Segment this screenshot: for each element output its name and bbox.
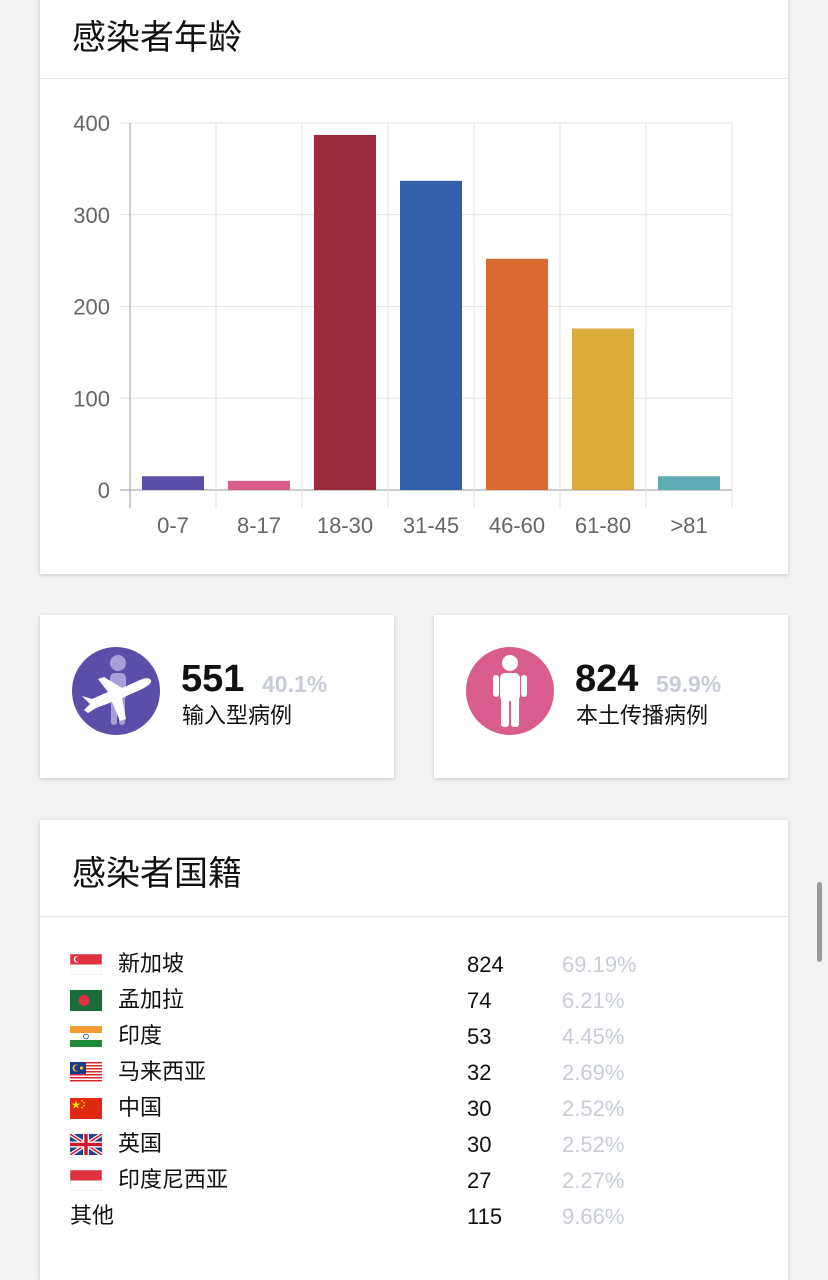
bar->81 — [658, 476, 720, 490]
airplane-traveler-icon — [72, 647, 160, 735]
local-count: 824 — [575, 658, 639, 700]
age-chart-card: 感染者年龄 0 100 200 300 400 0-7 8-17 18-30 31-45 46-6… — [40, 0, 788, 574]
nationality-row: 其他 115 9.66% — [40, 1200, 788, 1236]
country-name: 印度尼西亚 — [118, 1168, 229, 1193]
nationality-row: 中国 30 2.52% — [40, 1092, 788, 1128]
x-tick-label: 61-80 — [575, 513, 631, 538]
country-name: 印度 — [118, 1024, 163, 1049]
india-flag-icon — [70, 1026, 102, 1047]
y-tick-label: 200 — [73, 295, 110, 320]
country-percent: 4.45% — [562, 1024, 625, 1049]
x-tick-label: 8-17 — [237, 513, 281, 538]
country-name: 英国 — [118, 1132, 163, 1157]
bar-46-60 — [486, 258, 548, 490]
country-count: 30 — [467, 1096, 492, 1121]
bar-0-7 — [142, 476, 204, 490]
malaysia-flag-icon — [70, 1062, 102, 1083]
singapore-flag-icon — [70, 954, 102, 975]
uk-flag-icon — [70, 1134, 102, 1155]
y-tick-label: 0 — [98, 478, 110, 503]
local-label: 本土传播病例 — [576, 704, 709, 729]
x-tick-label: >81 — [670, 513, 707, 538]
y-tick-label: 100 — [73, 386, 110, 411]
country-count: 115 — [467, 1204, 503, 1229]
country-percent: 69.19% — [562, 952, 637, 977]
x-tick-label: 46-60 — [489, 513, 545, 538]
nationality-row: 孟加拉 74 6.21% — [40, 984, 788, 1020]
nationality-section-title: 感染者国籍 — [72, 854, 242, 894]
country-percent: 2.69% — [562, 1060, 625, 1085]
country-count: 27 — [467, 1168, 492, 1193]
bar-18-30 — [314, 134, 376, 491]
country-count: 53 — [467, 1024, 492, 1049]
bar-8-17 — [228, 480, 290, 490]
scrollbar[interactable] — [817, 882, 822, 962]
country-count: 30 — [467, 1132, 492, 1157]
country-name: 新加坡 — [118, 952, 185, 977]
local-cases-card: 824 59.9% 本土传播病例 — [434, 615, 788, 778]
country-name: 中国 — [118, 1096, 163, 1121]
card-divider — [40, 78, 788, 79]
x-tick-label: 18-30 — [317, 513, 373, 538]
age-bar-chart: 0 100 200 300 400 0-7 8-17 18-30 31-45 46-60 61-80… — [73, 111, 733, 538]
imported-count: 551 — [181, 658, 245, 700]
person-icon — [466, 647, 554, 735]
country-name: 其他 — [70, 1204, 115, 1229]
nationality-card: 感染者国籍 新加坡 824 69.19% 孟加拉 74 6.21% 印度 53 … — [40, 820, 788, 1280]
country-count: 32 — [467, 1060, 492, 1085]
local-percent: 59.9% — [656, 671, 722, 697]
imported-percent: 40.1% — [262, 671, 328, 697]
imported-cases-card: 551 40.1% 输入型病例 — [40, 615, 394, 778]
bar-61-80 — [572, 328, 634, 490]
country-name: 孟加拉 — [118, 988, 185, 1013]
card-divider — [40, 916, 788, 917]
country-percent: 2.52% — [562, 1132, 625, 1157]
country-percent: 2.52% — [562, 1096, 625, 1121]
china-flag-icon — [70, 1098, 102, 1119]
y-tick-label: 300 — [73, 203, 110, 228]
indonesia-flag-icon — [70, 1170, 102, 1191]
age-section-title: 感染者年龄 — [72, 18, 242, 58]
country-count: 824 — [467, 952, 504, 977]
bangladesh-flag-icon — [70, 990, 102, 1011]
x-tick-label: 0-7 — [157, 513, 189, 538]
x-tick-label: 31-45 — [403, 513, 459, 538]
bar-31-45 — [400, 180, 462, 491]
y-tick-label: 400 — [73, 111, 110, 136]
country-percent: 9.66% — [562, 1204, 625, 1229]
country-percent: 6.21% — [562, 988, 625, 1013]
country-count: 74 — [467, 988, 492, 1013]
nationality-row: 印度尼西亚 27 2.27% — [40, 1164, 788, 1200]
imported-label: 输入型病例 — [182, 704, 293, 729]
nationality-row: 马来西亚 32 2.69% — [40, 1056, 788, 1092]
nationality-row: 新加坡 824 69.19% — [40, 948, 788, 984]
country-percent: 2.27% — [562, 1168, 625, 1193]
nationality-row: 英国 30 2.52% — [40, 1128, 788, 1164]
country-name: 马来西亚 — [118, 1060, 207, 1085]
nationality-row: 印度 53 4.45% — [40, 1020, 788, 1056]
